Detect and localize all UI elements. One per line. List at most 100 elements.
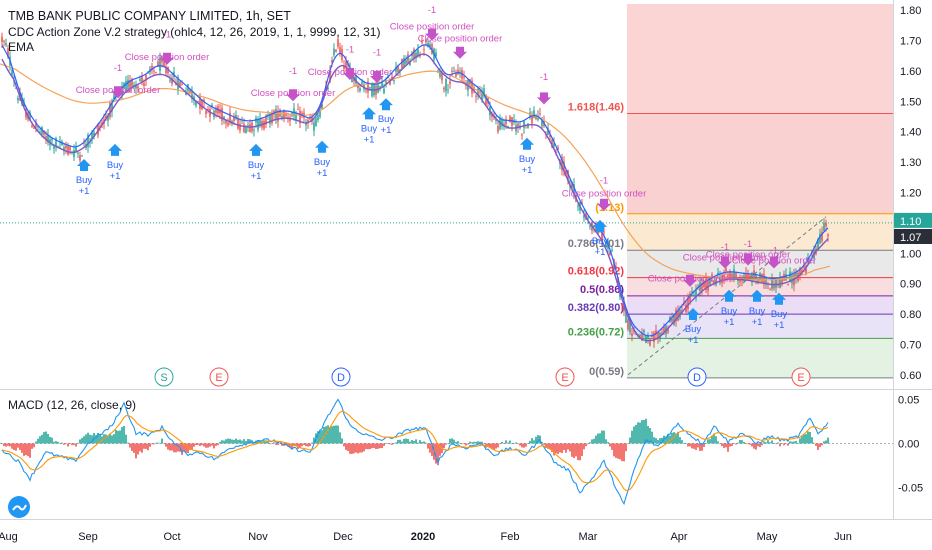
macd-histogram-bar <box>5 443 7 447</box>
candle-body <box>689 294 691 302</box>
macd-histogram-bar <box>521 443 523 448</box>
macd-histogram-bar <box>547 443 549 449</box>
macd-histogram-bar <box>241 440 243 444</box>
price-tick-label: 1.70 <box>900 35 921 47</box>
candle-body <box>67 146 69 155</box>
macd-histogram-bar <box>177 443 179 452</box>
macd-histogram-bar <box>443 443 445 449</box>
macd-histogram-bar <box>771 440 773 444</box>
macd-histogram-bar <box>655 438 657 444</box>
macd-histogram-bar <box>583 443 585 450</box>
macd-histogram-bar <box>795 440 797 444</box>
candle-body <box>501 120 503 127</box>
candle-body <box>227 122 229 126</box>
sell-arrow-icon <box>286 89 300 102</box>
buy-signal-qty: +1 <box>774 320 785 331</box>
candle-body <box>693 294 695 297</box>
macd-histogram-bar <box>491 443 493 450</box>
buy-signal-label: Buy <box>76 175 93 186</box>
candle-body <box>185 92 187 95</box>
macd-histogram-bar <box>337 425 339 444</box>
candle-body <box>441 73 443 81</box>
macd-histogram-bar <box>317 431 319 444</box>
macd-histogram-bar <box>561 443 563 453</box>
fib-level-label: 0.382(0.80) <box>568 302 625 314</box>
candle-body <box>653 332 655 342</box>
macd-histogram-bar <box>471 442 473 444</box>
macd-histogram-bar <box>53 441 55 444</box>
candle-body <box>307 119 309 124</box>
candle-body <box>43 130 45 135</box>
candle-body <box>259 118 261 126</box>
macd-histogram-bar <box>271 443 273 445</box>
macd-histogram-bar <box>123 426 125 444</box>
candle-body <box>107 115 109 121</box>
macd-histogram-bar <box>713 433 715 444</box>
candle-body <box>193 96 195 101</box>
strategy-legend[interactable]: CDC Action Zone V.2 strategy (ohlc4, 12,… <box>8 25 381 39</box>
ema-legend[interactable]: EMA <box>8 40 35 54</box>
macd-histogram-bar <box>119 430 121 444</box>
candle-body <box>529 112 531 118</box>
macd-legend[interactable]: MACD (12, 26, close, 9) <box>8 398 137 412</box>
buy-signal-qty: +1 <box>522 165 533 176</box>
macd-histogram-bar <box>677 431 679 444</box>
tradingview-logo-icon[interactable] <box>8 496 30 518</box>
candle-body <box>165 66 167 74</box>
macd-histogram-bar <box>645 418 647 444</box>
macd-histogram-bar <box>353 443 355 454</box>
candle-body <box>401 58 403 69</box>
candle-body <box>131 78 133 87</box>
buy-arrow-icon <box>772 292 786 305</box>
macd-histogram-bar <box>403 438 405 444</box>
buy-signal-label: Buy <box>685 324 702 335</box>
candle-body <box>127 79 129 88</box>
macd-histogram-bar <box>173 443 175 453</box>
candle-body <box>331 59 333 63</box>
macd-histogram-bar <box>669 435 671 444</box>
candle-body <box>361 82 363 85</box>
candle-body <box>571 181 573 189</box>
macd-histogram-bar <box>455 441 457 444</box>
candle-body <box>365 89 367 91</box>
candle-body <box>541 119 543 127</box>
macd-histogram-bar <box>147 443 149 451</box>
macd-histogram-bar <box>825 440 827 444</box>
macd-histogram-bar <box>637 422 639 444</box>
macd-histogram-bar <box>523 443 525 448</box>
buy-signal: Buy+1 <box>361 107 377 145</box>
macd-histogram-bar <box>217 443 219 446</box>
event-marker-circle <box>331 367 351 387</box>
macd-histogram-bar <box>45 431 47 444</box>
macd-histogram-bar <box>393 443 395 445</box>
candle-body <box>133 84 135 87</box>
macd-histogram-bar <box>731 443 733 446</box>
macd-histogram-bar <box>287 443 289 447</box>
macd-histogram-bar <box>151 443 153 445</box>
candle-body <box>785 274 787 281</box>
candle-body <box>381 81 383 87</box>
macd-histogram-bar <box>331 426 333 444</box>
price-badge-label: 1.10 <box>900 216 921 228</box>
candle-body <box>479 90 481 93</box>
macd-histogram-bar <box>753 443 755 449</box>
candle-body <box>235 114 237 119</box>
candle-body <box>609 251 611 256</box>
candle-body <box>169 80 171 82</box>
macd-histogram-bar <box>195 443 197 446</box>
macd-histogram-bar <box>259 440 261 444</box>
macd-histogram-bar <box>711 435 713 444</box>
macd-histogram-bar <box>379 443 381 449</box>
macd-histogram-bar <box>301 443 303 447</box>
candle-body <box>5 43 7 45</box>
sell-signal: Close position order-1 <box>706 239 790 266</box>
macd-histogram-bar <box>153 443 155 445</box>
candle-body <box>253 129 255 131</box>
candle-body <box>153 70 155 72</box>
macd-histogram-bar <box>105 434 107 444</box>
macd-histogram-bar <box>185 443 187 453</box>
macd-histogram-bar <box>793 441 795 444</box>
macd-histogram-bar <box>725 443 727 448</box>
sell-arrow-icon <box>537 92 551 105</box>
